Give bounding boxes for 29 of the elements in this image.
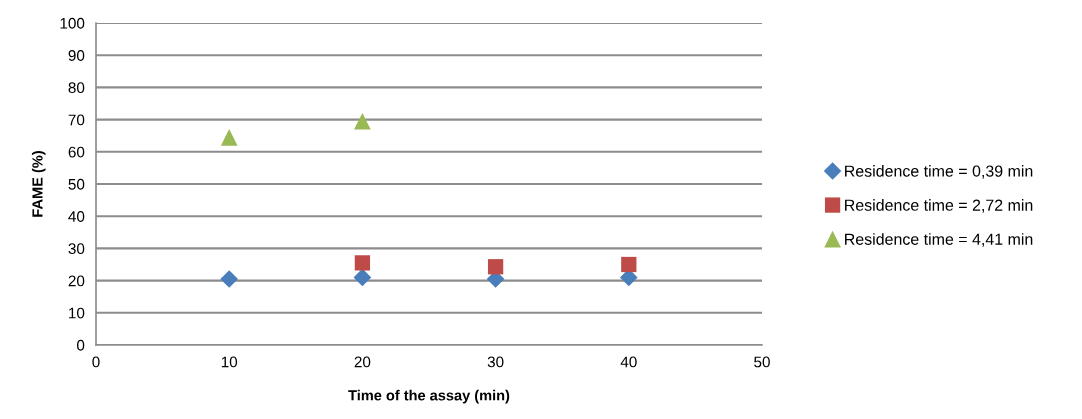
- x-tick-label: 30: [487, 356, 504, 368]
- point: [354, 112, 371, 130]
- legend-label: Residence time = 2,72 min: [845, 199, 1033, 213]
- y-tick-label: 100: [60, 17, 85, 29]
- y-tick-label: 90: [68, 50, 85, 61]
- y-axis-title: FAME (%): [31, 151, 46, 217]
- point: [487, 259, 504, 275]
- y-tick-label: 30: [68, 243, 85, 255]
- point: [621, 256, 637, 273]
- y-tick-label: 70: [68, 114, 85, 126]
- x-tick-label: 20: [354, 356, 371, 368]
- point: [220, 128, 238, 146]
- x-tick-label: 50: [754, 356, 770, 368]
- legend-label: Residence time = 0,39 min: [845, 165, 1033, 179]
- point: [354, 255, 371, 271]
- x-tick-label: 0: [92, 356, 100, 368]
- y-tick-label: 40: [68, 211, 85, 222]
- y-tick-label: 10: [69, 307, 85, 319]
- point: [220, 270, 239, 288]
- y-tick-label: 20: [68, 275, 85, 287]
- point: [353, 268, 372, 287]
- legend-label: Residence time = 4,41 min: [845, 233, 1033, 247]
- x-tick-label: 40: [620, 356, 637, 368]
- y-tick-label: 0: [76, 339, 85, 351]
- y-tick-label: 80: [68, 82, 85, 94]
- x-tick-label: 10: [221, 356, 238, 368]
- x-axis-title: Time of the assay (min): [348, 389, 510, 404]
- y-tick-label: 50: [68, 178, 85, 190]
- y-tick-label: 60: [68, 146, 85, 158]
